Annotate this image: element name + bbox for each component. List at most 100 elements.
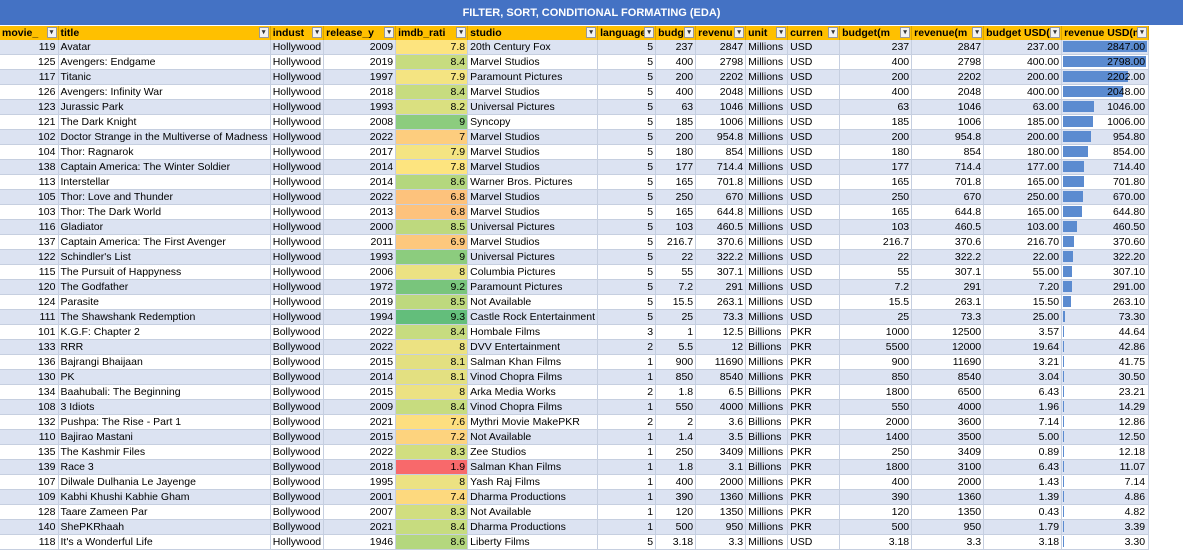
cell-lang[interactable]: 5: [597, 69, 657, 85]
cell-revenue[interactable]: 11690: [695, 354, 747, 370]
cell-budget-m[interactable]: 400: [839, 84, 913, 100]
cell-budget-m[interactable]: 5500: [839, 339, 913, 355]
cell-lang[interactable]: 5: [597, 204, 657, 220]
cell-currency[interactable]: USD: [787, 204, 841, 220]
cell-currency[interactable]: PKR: [787, 399, 841, 415]
cell-unit[interactable]: Millions: [745, 159, 789, 175]
cell-currency[interactable]: PKR: [787, 444, 841, 460]
cell-budget[interactable]: 400: [655, 474, 697, 490]
cell-currency[interactable]: USD: [787, 69, 841, 85]
cell-year[interactable]: 2018: [323, 459, 397, 475]
cell-revenue-usd[interactable]: 4.82: [1061, 504, 1150, 520]
cell-revenue-usd[interactable]: 3.30: [1061, 534, 1150, 550]
cell-revenue[interactable]: 291: [695, 279, 747, 295]
cell-lang[interactable]: 5: [597, 40, 657, 55]
cell-id[interactable]: 105: [0, 189, 59, 205]
cell-revenue-m[interactable]: 263.1: [911, 294, 985, 310]
cell-revenue-usd[interactable]: 2048.00: [1061, 84, 1150, 100]
cell-id[interactable]: 125: [0, 54, 59, 70]
cell-studio[interactable]: Paramount Pictures: [467, 69, 599, 85]
cell-title[interactable]: The Kashmir Files: [58, 444, 271, 460]
cell-revenue[interactable]: 701.8: [695, 174, 747, 190]
cell-unit[interactable]: Millions: [745, 129, 789, 145]
cell-budget-m[interactable]: 850: [839, 369, 913, 385]
cell-studio[interactable]: Marvel Studios: [467, 234, 599, 250]
cell-lang[interactable]: 1: [597, 354, 657, 370]
cell-imdb[interactable]: 8.4: [395, 324, 469, 340]
cell-studio[interactable]: Paramount Pictures: [467, 279, 599, 295]
filter-dropdown-icon[interactable]: ▾: [1050, 27, 1061, 38]
cell-id[interactable]: 128: [0, 504, 59, 520]
filter-dropdown-icon[interactable]: ▾: [828, 27, 839, 38]
cell-imdb[interactable]: 8.5: [395, 219, 469, 235]
cell-imdb[interactable]: 7.4: [395, 489, 469, 505]
cell-imdb[interactable]: 8: [395, 474, 469, 490]
cell-imdb[interactable]: 7.8: [395, 40, 469, 55]
filter-dropdown-icon[interactable]: ▾: [312, 27, 323, 38]
cell-revenue[interactable]: 8540: [695, 369, 747, 385]
cell-id[interactable]: 136: [0, 354, 59, 370]
cell-budget-usd[interactable]: 3.57: [983, 324, 1063, 340]
cell-currency[interactable]: USD: [787, 264, 841, 280]
cell-budget[interactable]: 1.8: [655, 459, 697, 475]
column-header[interactable]: curren ▾: [787, 26, 841, 40]
cell-budget-m[interactable]: 200: [839, 129, 913, 145]
cell-budget-m[interactable]: 216.7: [839, 234, 913, 250]
cell-year[interactable]: 2017: [323, 144, 397, 160]
cell-revenue[interactable]: 1360: [695, 489, 747, 505]
cell-industry[interactable]: Hollywood: [270, 69, 325, 85]
cell-id[interactable]: 102: [0, 129, 59, 145]
cell-lang[interactable]: 1: [597, 504, 657, 520]
cell-year[interactable]: 2019: [323, 54, 397, 70]
cell-imdb[interactable]: 8.4: [395, 399, 469, 415]
cell-currency[interactable]: USD: [787, 84, 841, 100]
cell-id[interactable]: 103: [0, 204, 59, 220]
cell-imdb[interactable]: 8: [395, 339, 469, 355]
cell-revenue-usd[interactable]: 44.64: [1061, 324, 1150, 340]
cell-lang[interactable]: 1: [597, 519, 657, 535]
cell-revenue-usd[interactable]: 42.86: [1061, 339, 1150, 355]
cell-currency[interactable]: USD: [787, 534, 841, 550]
cell-industry[interactable]: Hollywood: [270, 219, 325, 235]
cell-year[interactable]: 1972: [323, 279, 397, 295]
cell-revenue[interactable]: 1350: [695, 504, 747, 520]
cell-revenue-m[interactable]: 644.8: [911, 204, 985, 220]
cell-revenue-m[interactable]: 2798: [911, 54, 985, 70]
cell-currency[interactable]: USD: [787, 279, 841, 295]
column-header[interactable]: movie_ ▾: [0, 26, 59, 40]
cell-revenue-m[interactable]: 2000: [911, 474, 985, 490]
cell-studio[interactable]: Castle Rock Entertainment: [467, 309, 599, 325]
cell-lang[interactable]: 2: [597, 414, 657, 430]
filter-dropdown-icon[interactable]: ▾: [586, 27, 597, 38]
cell-budget[interactable]: 177: [655, 159, 697, 175]
cell-revenue-usd[interactable]: 854.00: [1061, 144, 1150, 160]
cell-revenue[interactable]: 263.1: [695, 294, 747, 310]
cell-studio[interactable]: 20th Century Fox: [467, 40, 599, 55]
cell-title[interactable]: Captain America: The Winter Soldier: [58, 159, 271, 175]
cell-title[interactable]: Pushpa: The Rise - Part 1: [58, 414, 271, 430]
cell-unit[interactable]: Millions: [745, 534, 789, 550]
column-header[interactable]: revenue(m ▾: [911, 26, 985, 40]
cell-title[interactable]: Race 3: [58, 459, 271, 475]
cell-revenue-usd[interactable]: 12.50: [1061, 429, 1150, 445]
cell-lang[interactable]: 5: [597, 534, 657, 550]
cell-title[interactable]: It's a Wonderful Life: [58, 534, 271, 550]
cell-studio[interactable]: Dharma Productions: [467, 519, 599, 535]
column-header[interactable]: revenue USD(m ▾: [1061, 26, 1150, 40]
cell-revenue-usd[interactable]: 714.40: [1061, 159, 1150, 175]
cell-imdb[interactable]: 8.1: [395, 369, 469, 385]
cell-revenue-m[interactable]: 2847: [911, 40, 985, 55]
cell-budget[interactable]: 200: [655, 129, 697, 145]
cell-year[interactable]: 2013: [323, 204, 397, 220]
cell-budget[interactable]: 15.5: [655, 294, 697, 310]
cell-unit[interactable]: Billions: [745, 429, 789, 445]
cell-revenue-m[interactable]: 8540: [911, 369, 985, 385]
cell-industry[interactable]: Hollywood: [270, 309, 325, 325]
cell-currency[interactable]: PKR: [787, 414, 841, 430]
cell-year[interactable]: 2022: [323, 189, 397, 205]
cell-budget[interactable]: 1: [655, 324, 697, 340]
cell-year[interactable]: 2000: [323, 219, 397, 235]
cell-title[interactable]: Taare Zameen Par: [58, 504, 271, 520]
cell-revenue-m[interactable]: 3500: [911, 429, 985, 445]
cell-budget-usd[interactable]: 6.43: [983, 384, 1063, 400]
